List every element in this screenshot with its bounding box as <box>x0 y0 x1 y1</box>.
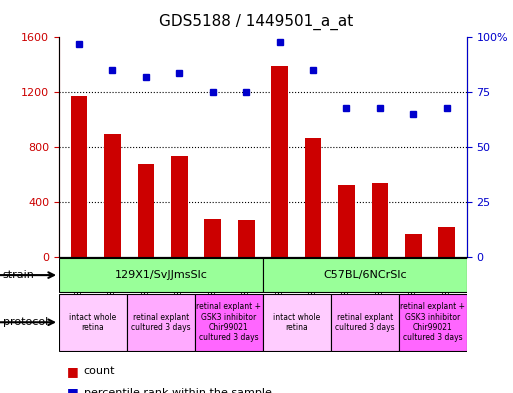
FancyBboxPatch shape <box>399 294 467 351</box>
Text: ■: ■ <box>67 386 78 393</box>
Text: strain: strain <box>3 270 34 280</box>
Bar <box>439 227 455 257</box>
Text: intact whole
retina: intact whole retina <box>273 312 321 332</box>
Text: retinal explant +
GSK3 inhibitor
Chir99021
cultured 3 days: retinal explant + GSK3 inhibitor Chir990… <box>196 302 262 342</box>
Bar <box>305 138 322 257</box>
Bar <box>71 96 87 257</box>
Text: count: count <box>84 366 115 376</box>
Bar <box>137 164 154 257</box>
Text: C57BL/6NCrSlc: C57BL/6NCrSlc <box>323 270 407 280</box>
Bar <box>338 184 355 257</box>
Text: retinal explant
cultured 3 days: retinal explant cultured 3 days <box>131 312 191 332</box>
FancyBboxPatch shape <box>263 294 331 351</box>
Text: GDS5188 / 1449501_a_at: GDS5188 / 1449501_a_at <box>160 14 353 30</box>
Bar <box>204 219 221 257</box>
Bar <box>405 234 422 257</box>
FancyBboxPatch shape <box>59 258 263 292</box>
Text: percentile rank within the sample: percentile rank within the sample <box>84 388 271 393</box>
Text: 129X1/SvJJmsSlc: 129X1/SvJJmsSlc <box>114 270 207 280</box>
FancyBboxPatch shape <box>59 294 127 351</box>
Text: retinal explant
cultured 3 days: retinal explant cultured 3 days <box>335 312 394 332</box>
FancyBboxPatch shape <box>195 294 263 351</box>
Text: intact whole
retina: intact whole retina <box>69 312 116 332</box>
Bar <box>238 220 254 257</box>
Text: retinal explant +
GSK3 inhibitor
Chir99021
cultured 3 days: retinal explant + GSK3 inhibitor Chir990… <box>400 302 465 342</box>
Bar <box>104 134 121 257</box>
FancyBboxPatch shape <box>127 294 195 351</box>
FancyBboxPatch shape <box>331 294 399 351</box>
Text: protocol: protocol <box>3 317 48 327</box>
FancyBboxPatch shape <box>263 258 467 292</box>
Bar <box>271 66 288 257</box>
Bar <box>371 183 388 257</box>
Text: ■: ■ <box>67 365 78 378</box>
Bar <box>171 156 188 257</box>
